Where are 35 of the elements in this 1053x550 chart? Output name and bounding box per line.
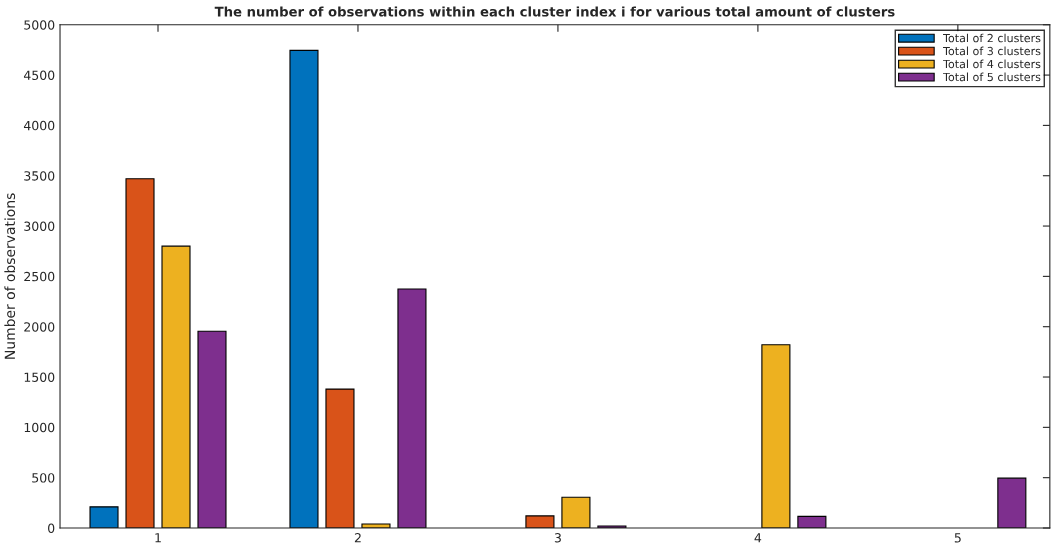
bar <box>361 523 391 528</box>
legend-label: Total of 5 clusters <box>943 72 1041 82</box>
y-tick-label: 3000 <box>24 221 55 231</box>
x-tick-label: 2 <box>354 533 361 543</box>
bar <box>525 515 555 528</box>
y-tick-label: 5000 <box>24 20 55 30</box>
chart-title: The number of observations within each cluster index i for various total amount of clusters <box>214 6 895 17</box>
bar <box>125 178 155 528</box>
bar <box>397 288 427 528</box>
legend-label: Total of 2 clusters <box>943 33 1041 43</box>
bar <box>197 330 227 528</box>
x-tick-label: 5 <box>954 533 961 543</box>
y-tick-label: 3500 <box>24 171 55 181</box>
y-axis-title: Number of observations <box>4 193 16 359</box>
bar <box>89 506 119 528</box>
x-tick-label: 1 <box>155 533 161 543</box>
x-tick-label: 4 <box>754 533 762 543</box>
y-tick-label: 2500 <box>24 271 55 282</box>
bar <box>997 477 1027 528</box>
bar <box>797 515 827 528</box>
y-tick-label: 0 <box>48 523 55 533</box>
x-tick-label: 3 <box>554 533 561 543</box>
bar <box>761 344 791 528</box>
y-tick-label: 500 <box>32 473 55 483</box>
bar <box>325 388 355 528</box>
legend-label: Total of 3 clusters <box>943 46 1041 56</box>
y-tick-label: 4500 <box>23 70 55 80</box>
bar <box>161 245 191 528</box>
bar <box>289 49 319 528</box>
bar <box>561 496 591 528</box>
y-tick-label: 1000 <box>24 422 55 433</box>
y-tick-label: 2000 <box>24 322 55 332</box>
y-tick-label: 4000 <box>23 120 55 131</box>
legend-label: Total of 4 clusters <box>943 59 1041 69</box>
y-tick-label: 1500 <box>24 372 55 382</box>
